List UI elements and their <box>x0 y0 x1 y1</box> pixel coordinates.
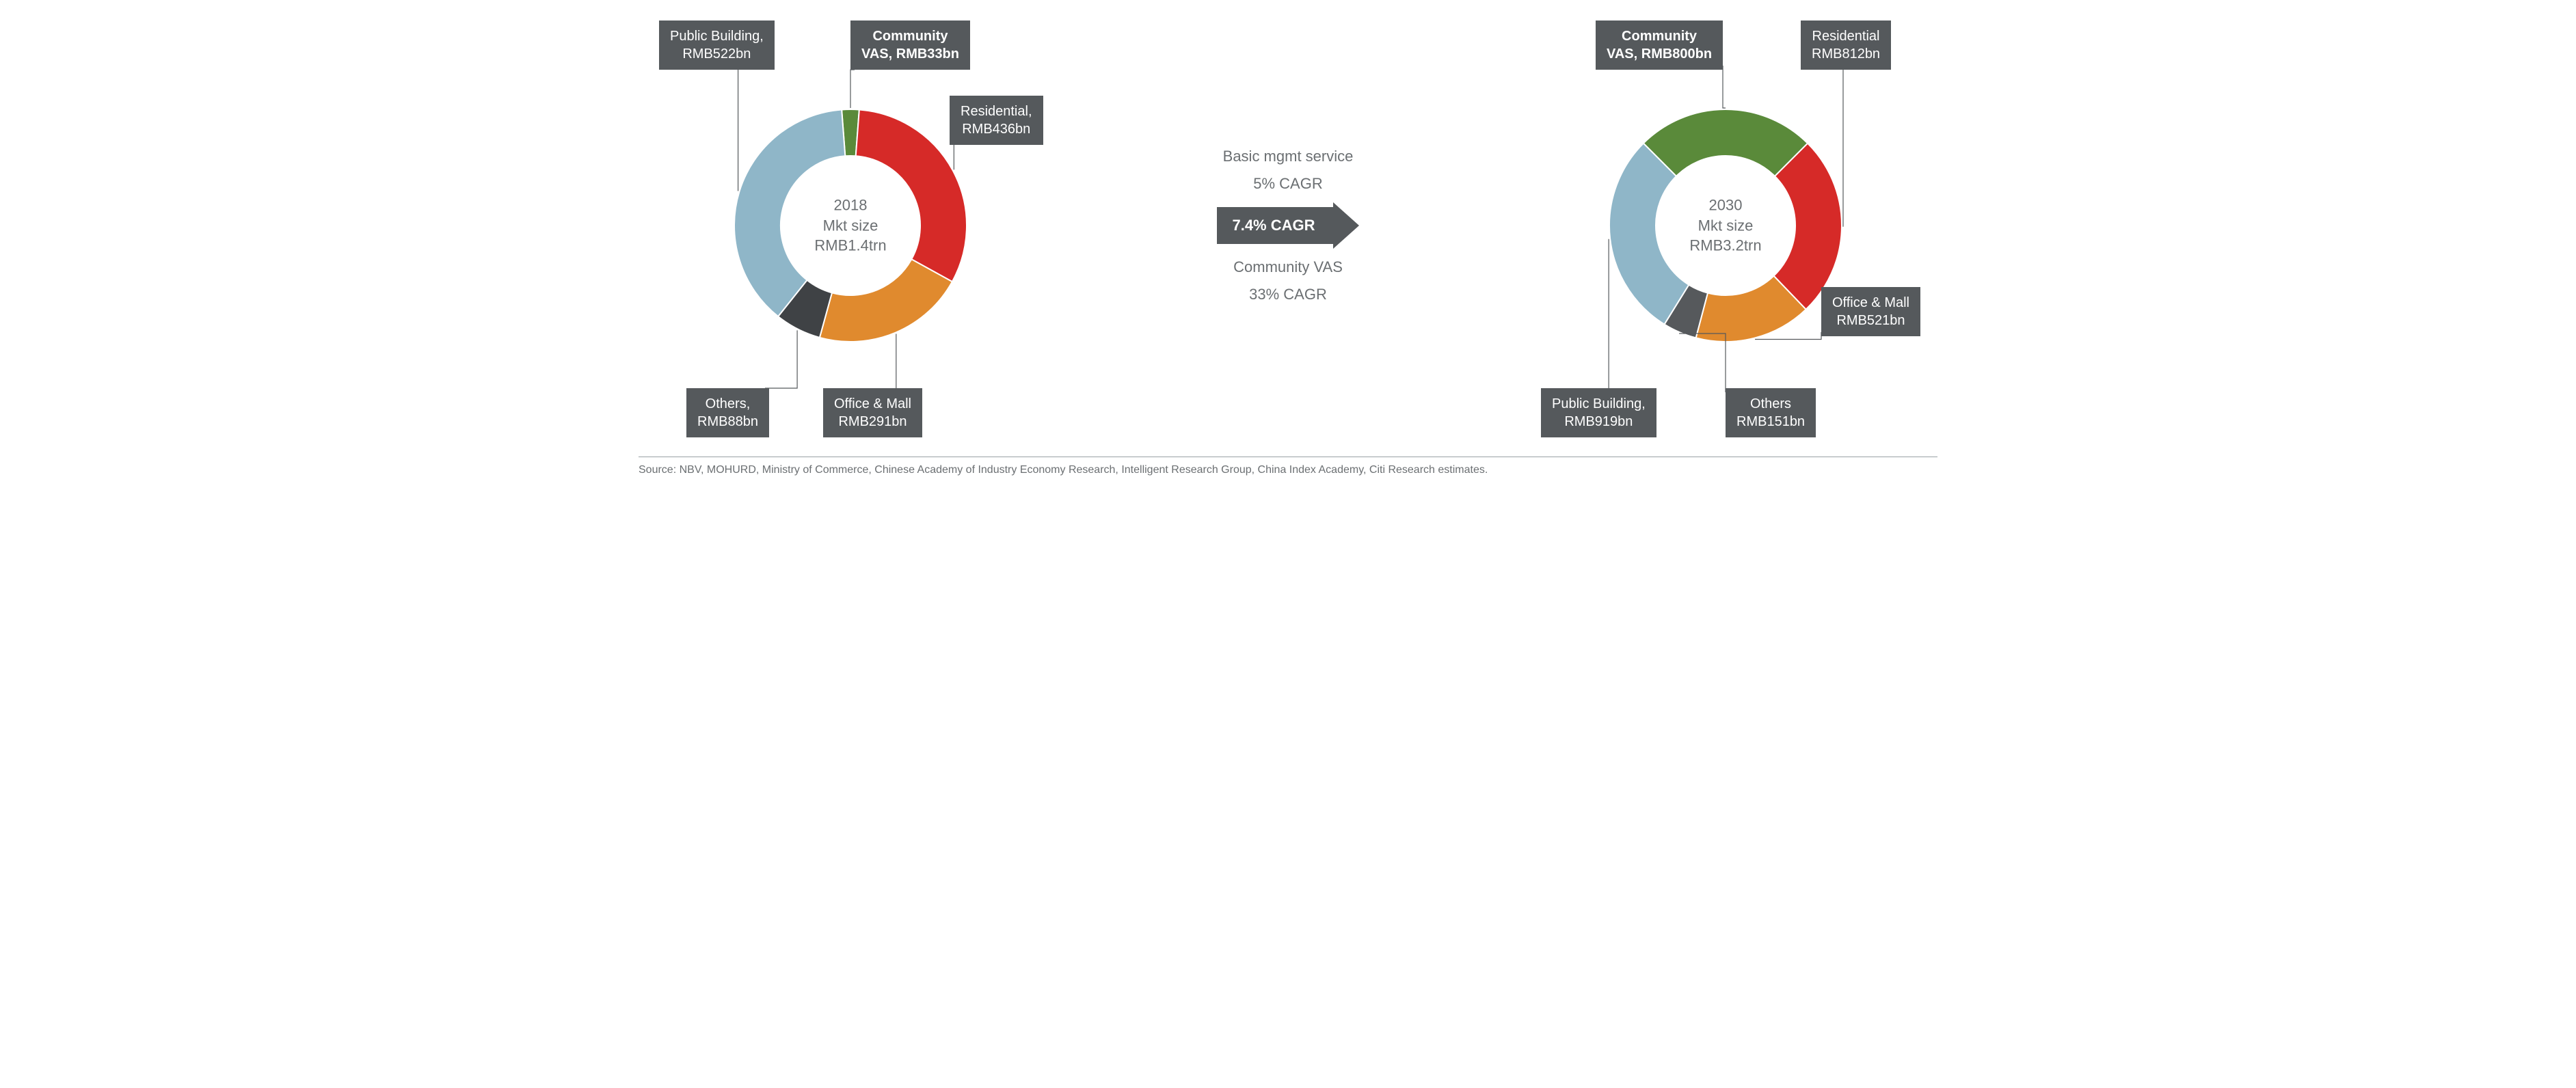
center-year: 2018 <box>814 195 886 215</box>
donut-center-label-2030: 2030 Mkt size RMB3.2trn <box>1689 195 1761 256</box>
callout-officeMall: Office & MallRMB291bn <box>823 388 922 437</box>
cagr-basic-line2: 5% CAGR <box>1253 175 1322 193</box>
center-line2: Mkt size <box>814 215 886 236</box>
chart-row: 2018 Mkt size RMB1.4trn CommunityVAS, RM… <box>639 14 1937 437</box>
callout-residential: Residential,RMB436bn <box>950 96 1043 145</box>
callout-residential: ResidentialRMB812bn <box>1801 21 1891 70</box>
cagr-arrow-label: 7.4% CAGR <box>1217 207 1332 244</box>
callout-publicBuilding: Public Building,RMB919bn <box>1541 388 1656 437</box>
cagr-arrow: 7.4% CAGR <box>1217 202 1358 249</box>
arrow-head-icon <box>1333 202 1359 249</box>
cagr-vas-line2: 33% CAGR <box>1249 286 1327 303</box>
cagr-basic-line1: Basic mgmt service <box>1223 148 1354 165</box>
growth-arrow-block: Basic mgmt service 5% CAGR 7.4% CAGR Com… <box>1076 148 1500 303</box>
cagr-vas-line1: Community VAS <box>1233 258 1343 276</box>
source-footnote: Source: NBV, MOHURD, Ministry of Commerc… <box>639 457 1937 476</box>
center-line2: Mkt size <box>1689 215 1761 236</box>
callout-community: CommunityVAS, RMB33bn <box>850 21 970 70</box>
callout-community: CommunityVAS, RMB800bn <box>1596 21 1723 70</box>
center-year: 2030 <box>1689 195 1761 215</box>
callout-publicBuilding: Public Building,RMB522bn <box>659 21 775 70</box>
callout-officeMall: Office & MallRMB521bn <box>1821 287 1920 336</box>
donut-panel-2018: 2018 Mkt size RMB1.4trn CommunityVAS, RM… <box>639 14 1062 437</box>
donut-panel-2030: 2030 Mkt size RMB3.2trn CommunityVAS, RM… <box>1514 14 1937 437</box>
donut-center-label-2018: 2018 Mkt size RMB1.4trn <box>814 195 886 256</box>
center-line3: RMB1.4trn <box>814 236 886 256</box>
callout-others: OthersRMB151bn <box>1726 388 1816 437</box>
center-line3: RMB3.2trn <box>1689 236 1761 256</box>
callout-others: Others,RMB88bn <box>686 388 769 437</box>
